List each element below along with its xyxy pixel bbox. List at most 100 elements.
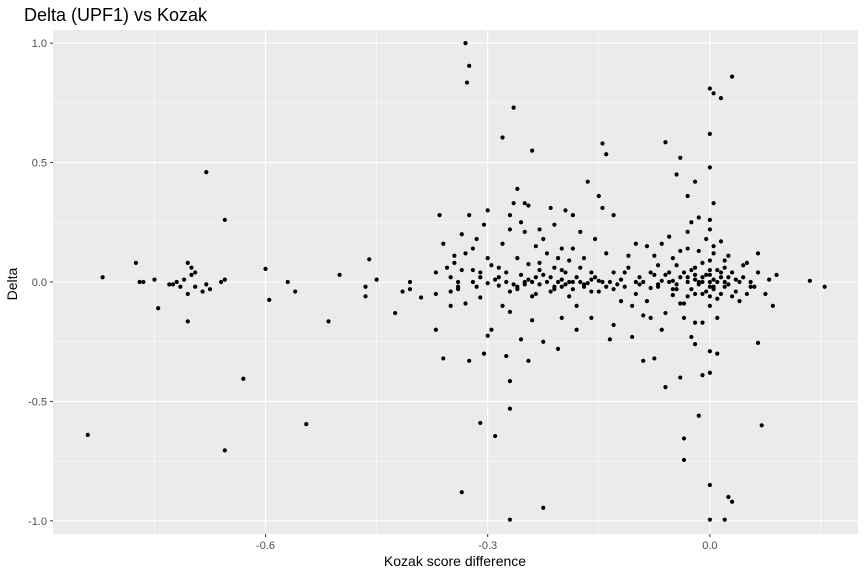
- data-point: [696, 413, 701, 418]
- data-point: [648, 285, 653, 291]
- data-point: [648, 270, 653, 275]
- x-tick-label: 0.0: [702, 540, 717, 552]
- data-point: [633, 241, 638, 246]
- data-point: [674, 263, 679, 268]
- data-point: [181, 277, 187, 282]
- data-point: [689, 287, 694, 292]
- data-point: [678, 301, 683, 306]
- data-point: [459, 267, 464, 273]
- data-point: [589, 315, 594, 320]
- data-point: [574, 303, 579, 308]
- data-point: [685, 294, 690, 299]
- data-point: [481, 222, 487, 227]
- data-point: [637, 282, 642, 287]
- data-point: [533, 244, 538, 249]
- data-point: [463, 301, 468, 306]
- data-point: [763, 291, 768, 297]
- data-point: [722, 258, 727, 263]
- data-point: [700, 291, 705, 297]
- data-point: [578, 279, 583, 285]
- data-point: [441, 356, 446, 361]
- data-point: [626, 265, 631, 270]
- data-point: [481, 351, 487, 356]
- data-point: [526, 261, 531, 267]
- data-point: [726, 494, 731, 500]
- data-point: [752, 284, 757, 289]
- data-point: [500, 135, 505, 140]
- data-point: [570, 287, 575, 292]
- data-point: [670, 293, 675, 298]
- data-point: [170, 282, 176, 287]
- data-point: [744, 291, 750, 297]
- data-point: [700, 373, 705, 378]
- data-point: [700, 279, 705, 285]
- data-point: [748, 279, 753, 285]
- y-axis-title: Delta: [4, 267, 20, 300]
- data-point: [685, 193, 690, 199]
- data-point: [433, 327, 438, 332]
- data-point: [681, 270, 687, 275]
- data-point: [189, 272, 194, 277]
- data-point: [581, 282, 587, 287]
- data-point: [689, 267, 694, 273]
- data-point: [681, 457, 687, 463]
- data-point: [504, 279, 509, 285]
- data-point: [563, 270, 568, 275]
- data-point: [707, 284, 712, 289]
- data-point: [726, 282, 731, 287]
- data-point: [581, 256, 587, 261]
- data-point: [633, 291, 638, 297]
- data-point: [496, 275, 501, 280]
- data-point: [448, 303, 453, 308]
- data-point: [663, 385, 668, 390]
- data-point: [478, 420, 483, 426]
- data-point: [533, 275, 538, 280]
- data-point: [463, 251, 468, 256]
- data-point: [485, 256, 490, 261]
- data-point: [652, 356, 657, 361]
- data-point: [715, 279, 720, 285]
- data-point: [696, 248, 701, 254]
- data-point: [600, 205, 605, 211]
- data-point: [533, 291, 538, 297]
- data-point: [156, 306, 161, 311]
- data-point: [515, 256, 520, 261]
- data-point: [718, 291, 724, 297]
- data-point: [652, 253, 657, 258]
- data-point: [607, 337, 613, 342]
- data-point: [807, 278, 812, 283]
- data-point: [152, 277, 157, 282]
- data-point: [507, 213, 513, 218]
- data-point: [133, 260, 139, 265]
- data-point: [692, 272, 698, 277]
- data-point: [448, 275, 453, 280]
- data-point: [530, 279, 535, 285]
- data-point: [559, 267, 564, 273]
- data-point: [185, 291, 190, 297]
- data-point: [715, 267, 720, 273]
- data-point: [730, 270, 735, 275]
- data-point: [418, 295, 424, 300]
- data-point: [718, 275, 724, 280]
- data-point: [507, 289, 513, 294]
- data-point: [455, 279, 461, 285]
- data-point: [604, 152, 609, 157]
- data-point: [567, 294, 572, 299]
- data-point: [363, 284, 368, 289]
- data-point: [400, 289, 405, 294]
- data-point: [544, 251, 550, 256]
- data-point: [559, 277, 564, 282]
- data-point: [530, 294, 535, 299]
- data-point: [667, 234, 672, 239]
- data-point: [685, 279, 690, 285]
- data-point: [718, 95, 724, 101]
- data-point: [537, 282, 542, 287]
- data-point: [518, 337, 524, 342]
- data-point: [737, 299, 742, 304]
- data-point: [437, 213, 442, 218]
- data-point: [511, 105, 516, 110]
- data-point: [407, 279, 413, 285]
- data-point: [692, 179, 698, 184]
- data-point: [563, 282, 568, 287]
- data-point: [444, 265, 450, 270]
